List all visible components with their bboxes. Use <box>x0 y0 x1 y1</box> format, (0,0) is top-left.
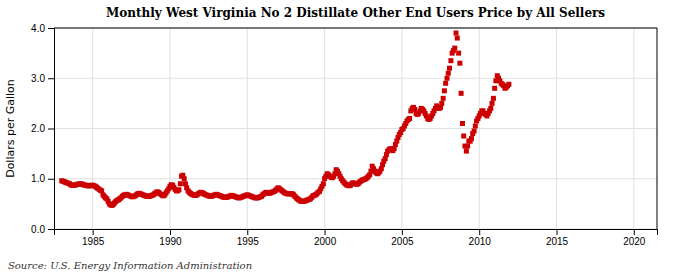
point <box>457 61 462 66</box>
point <box>465 144 470 149</box>
tick-mark <box>402 229 403 235</box>
y-axis-label: Dollars per Gallon <box>4 79 17 178</box>
frame-line <box>54 28 657 29</box>
tick: 1990 <box>159 229 182 247</box>
tick: 2020 <box>623 229 646 247</box>
title: Monthly West Virginia No 2 Distillate Ot… <box>106 6 605 20</box>
tick-mark <box>557 229 558 235</box>
tick: 2010 <box>469 229 492 247</box>
axis-line <box>48 29 55 230</box>
point <box>488 106 493 111</box>
point <box>176 187 181 192</box>
tick-label: 2010 <box>469 236 492 247</box>
tick: 2015 <box>546 229 569 247</box>
grid-line <box>54 28 657 29</box>
point <box>446 71 451 76</box>
tick-label: 1.0 <box>31 173 45 184</box>
tick-label: 2.0 <box>31 123 45 134</box>
point <box>445 76 450 81</box>
point <box>442 88 447 93</box>
tick-label: 1995 <box>237 236 260 247</box>
tick: 2000 <box>314 229 337 247</box>
tick-mark <box>93 229 94 235</box>
point <box>447 66 452 71</box>
tick: 1995 <box>237 229 260 247</box>
tick: 2005 <box>391 229 414 247</box>
grid-line <box>54 78 657 79</box>
point <box>469 136 474 141</box>
tick: 0.0 <box>31 224 54 235</box>
tick-label: 2020 <box>623 236 646 247</box>
point <box>490 101 495 106</box>
tick-mark <box>634 229 635 235</box>
point <box>452 46 457 51</box>
point <box>439 101 444 106</box>
tick-label: 1990 <box>159 236 182 247</box>
tick: 1.0 <box>31 173 54 184</box>
tick: 4.0 <box>31 23 54 34</box>
tick-mark <box>247 229 248 235</box>
point <box>506 82 511 87</box>
point <box>473 123 478 128</box>
tick-label: 2005 <box>391 236 414 247</box>
tick-mark <box>48 179 54 180</box>
axis-line <box>55 230 658 236</box>
tick-mark <box>48 28 54 29</box>
point <box>456 51 461 56</box>
frame <box>54 28 657 229</box>
tick-label: 0.0 <box>31 224 45 235</box>
tick: 2.0 <box>31 123 54 134</box>
source: Source: U.S. Energy Information Administ… <box>8 260 252 271</box>
point <box>321 181 326 186</box>
point <box>460 121 465 126</box>
tick-mark <box>325 229 326 235</box>
tick-label: 3.0 <box>31 73 45 84</box>
point <box>441 96 446 101</box>
tick: 3.0 <box>31 73 54 84</box>
tick-label: 4.0 <box>31 23 45 34</box>
tick-mark <box>48 129 54 130</box>
point <box>492 86 497 91</box>
point <box>178 181 183 186</box>
point <box>455 36 460 41</box>
point <box>407 116 412 121</box>
point <box>182 176 187 181</box>
tick: 1985 <box>82 229 105 247</box>
point <box>472 129 477 134</box>
x-axis: 1985 1990 1995 2000 2005 2010 2015 2020 <box>55 229 658 247</box>
points <box>59 31 511 208</box>
point <box>448 58 453 63</box>
frame-line <box>657 28 658 229</box>
tick-mark <box>48 229 54 230</box>
tick-mark <box>479 229 480 235</box>
chart: 1985 1990 1995 2000 2005 2010 2015 2020 0.0 1.0 2.… <box>0 0 675 275</box>
point <box>443 81 448 86</box>
tick-mark <box>170 229 171 235</box>
point <box>459 91 464 96</box>
plot-area: 1985 1990 1995 2000 2005 2010 2015 2020 0.0 1.0 2.… <box>31 23 657 247</box>
tick-mark <box>48 78 54 79</box>
point <box>491 96 496 101</box>
point <box>461 134 466 139</box>
grid-line <box>54 178 657 179</box>
grid <box>54 28 657 229</box>
point <box>454 31 459 36</box>
point <box>464 149 469 154</box>
tick-label: 1985 <box>82 236 105 247</box>
y-axis: 0.0 1.0 2.0 3.0 4.0 <box>31 23 54 235</box>
grid-line <box>54 128 657 129</box>
tick-label: 2000 <box>314 236 337 247</box>
tick-label: 2015 <box>546 236 569 247</box>
